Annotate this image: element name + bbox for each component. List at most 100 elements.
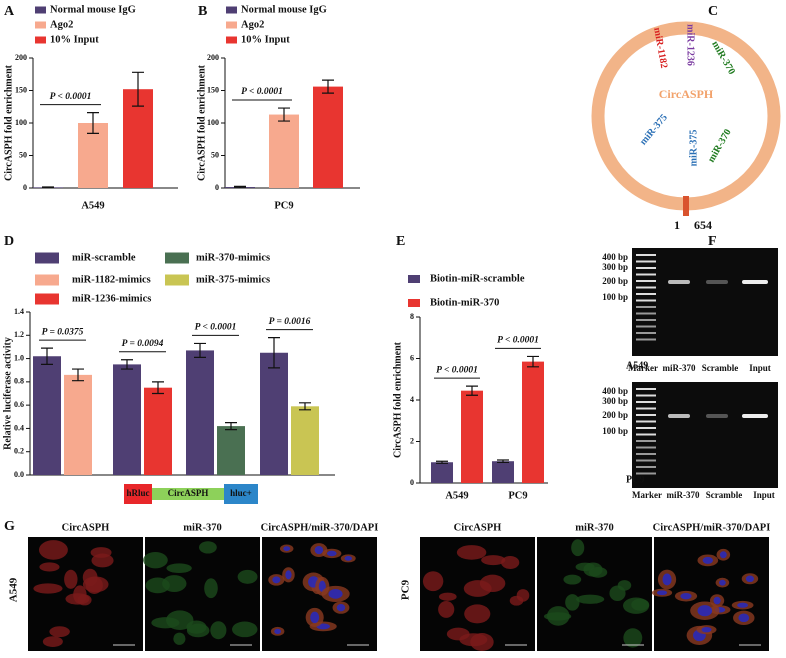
cell-line-label: PC9 [626,474,644,485]
bar [113,364,141,475]
y-tick-label: 50 [19,150,27,159]
panel-label: F [708,234,717,249]
y-tick-label: 0.4 [14,423,24,432]
ladder-band [636,466,656,468]
size-marker: 400 bp [602,386,628,396]
cell [576,594,605,604]
significance-label: P = 0.0094 [122,339,164,349]
legend-label: 10% Input [241,34,290,45]
cell [501,555,520,569]
y-axis-label: CircASPH fold enrichment [3,64,14,181]
nucleus [719,551,727,559]
size-marker: 100 bp [602,292,628,302]
cell [204,578,218,599]
error-bar [132,71,144,107]
cell [151,617,180,629]
y-tick-label: 1.4 [14,307,24,316]
sample-band [668,280,690,284]
legend-label: miR-375-mimics [196,274,270,285]
lane-label: Input [753,490,775,500]
ladder-band [636,319,656,321]
size-marker: 200 bp [602,276,628,286]
legend-label: miR-370-mimics [196,252,270,263]
size-marker: 300 bp [602,262,628,272]
size-marker: 100 bp [602,426,628,436]
error-bar [278,107,290,122]
cell [33,583,63,594]
position-label: 654 [694,218,712,232]
cell [210,621,227,640]
y-axis-label: Relative luciferase activity [2,337,13,450]
nucleus [283,546,291,552]
x-tick-label: A549 [445,490,468,501]
size-marker: 300 bp [602,396,628,406]
nucleus [318,580,326,592]
error-bar [466,385,478,396]
y-tick-label: 4 [410,395,414,404]
sample-band [742,280,768,284]
sample-band [668,414,690,418]
construct-label: CircASPH [168,488,209,498]
ladder-band [636,401,656,403]
nucleus [745,575,755,583]
ladder-band [636,260,656,263]
cell [575,562,595,572]
cell [565,594,580,611]
legend-swatch [35,36,46,44]
ladder-band [636,293,656,295]
cell [446,627,470,641]
significance-label: P = 0.0375 [42,327,84,337]
y-tick-label: 1.0 [14,353,24,362]
gel-image [632,382,778,488]
legend-swatch [35,252,59,264]
significance-label: P < 0.0001 [497,336,539,346]
error-bar [87,112,99,134]
significance-label: P = 0.0016 [269,317,311,327]
ladder-band [636,280,656,282]
legend-label: Biotin-miR-scramble [430,273,525,284]
legend-swatch [165,274,189,286]
ladder-band [636,407,656,410]
significance-label: P < 0.0001 [50,92,92,102]
cell [422,571,444,592]
circ-label: CircASPH [659,87,714,101]
panel-label: B [198,4,207,19]
error-bar [299,402,311,411]
y-tick-label: 100 [15,118,27,127]
cell [232,621,258,638]
cell [464,604,491,624]
lane-label: Scramble [702,363,739,373]
cell [623,628,643,648]
legend-swatch [35,6,46,14]
position-label: 1 [674,218,680,232]
y-tick-label: 150 [15,85,27,94]
ladder-band [636,286,656,289]
y-tick-label: 6 [410,353,414,362]
ladder-band [636,446,656,449]
legend-swatch [226,36,237,44]
ladder-band [636,433,656,436]
legend-swatch [35,274,59,286]
ladder-band [636,306,656,308]
sample-band [706,280,728,284]
bar [217,426,245,475]
cell [631,598,650,611]
ladder-band [636,267,656,269]
panel-label: D [4,234,14,249]
nucleus [701,626,712,633]
ladder-band [636,388,656,390]
cell [546,606,570,626]
nucleus [737,602,749,608]
bar [144,387,172,475]
lane-label: Marker [632,490,662,500]
y-tick-label: 0.8 [14,377,24,386]
cell [38,540,68,560]
cell [438,601,455,618]
error-bar [42,186,54,189]
bar [461,390,483,483]
bar [33,356,61,475]
cell [438,592,457,601]
ladder-band [636,420,656,423]
nucleus [702,556,713,564]
